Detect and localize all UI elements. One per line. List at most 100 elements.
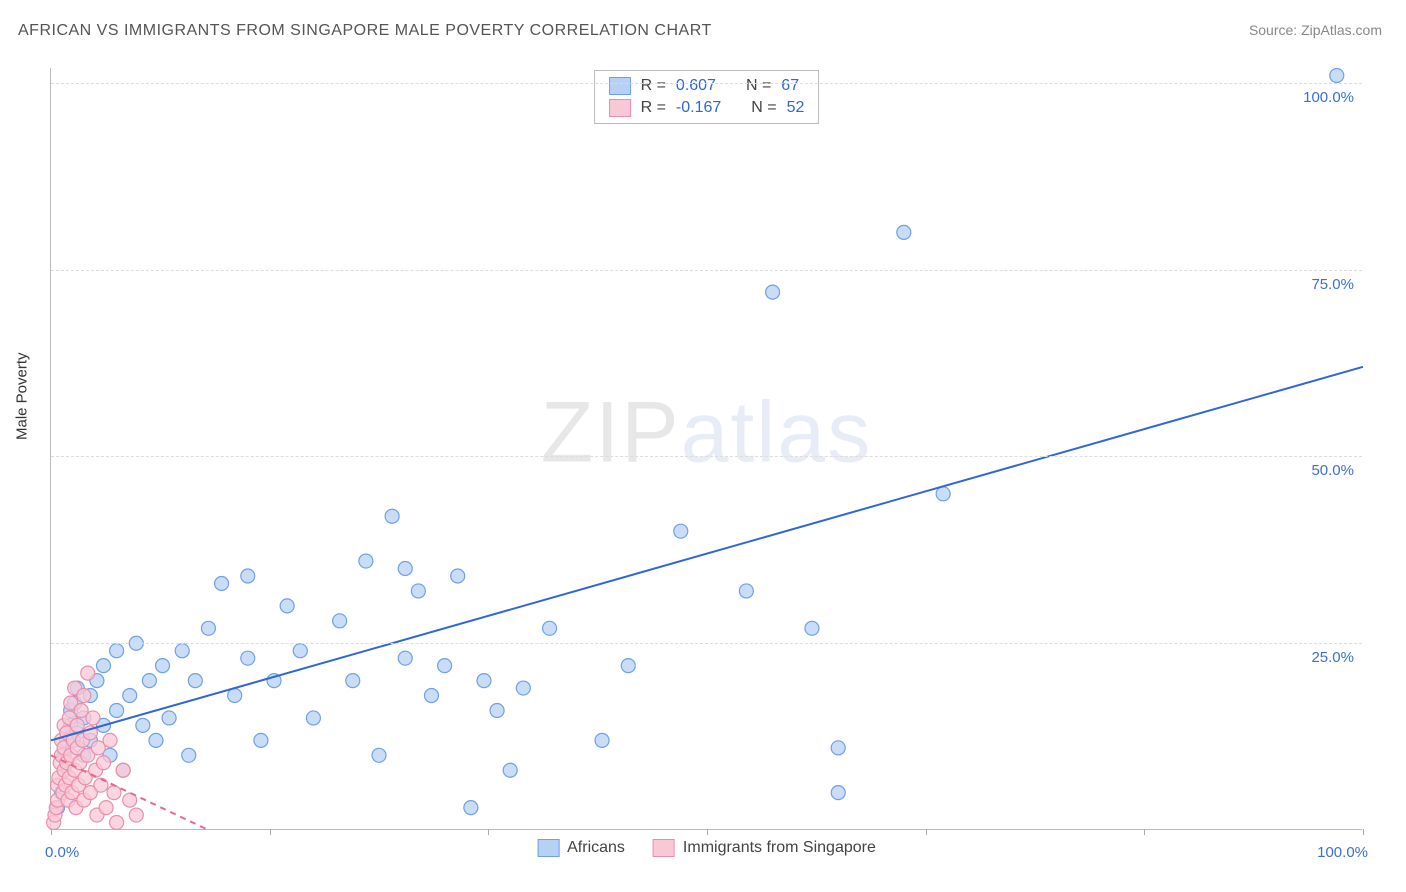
series-swatch-1: [653, 839, 675, 857]
scatter-point: [99, 801, 113, 815]
scatter-point: [739, 584, 753, 598]
chart-title: AFRICAN VS IMMIGRANTS FROM SINGAPORE MAL…: [18, 22, 712, 40]
scatter-point: [464, 801, 478, 815]
scatter-point: [228, 689, 242, 703]
scatter-point: [70, 718, 84, 732]
legend-r-val-1: -0.167: [676, 99, 721, 117]
scatter-point: [411, 584, 425, 598]
x-axis-max-label: 100.0%: [1317, 844, 1368, 861]
scatter-point: [81, 666, 95, 680]
scatter-point: [516, 681, 530, 695]
scatter-point: [621, 659, 635, 673]
scatter-point: [123, 689, 137, 703]
legend-r-val-0: 0.607: [676, 77, 716, 95]
x-tick: [926, 829, 927, 835]
y-tick-label: 100.0%: [1303, 89, 1354, 106]
legend-n-label-0: N =: [746, 77, 771, 95]
scatter-point: [116, 763, 130, 777]
legend-n-label-1: N =: [751, 99, 776, 117]
chart-container: AFRICAN VS IMMIGRANTS FROM SINGAPORE MAL…: [0, 0, 1406, 892]
scatter-point: [306, 711, 320, 725]
scatter-point: [424, 689, 438, 703]
scatter-point: [398, 562, 412, 576]
series-swatch-0: [537, 839, 559, 857]
gridline-y: [51, 456, 1362, 457]
scatter-point: [359, 554, 373, 568]
source-label: Source:: [1249, 22, 1297, 38]
scatter-point: [1330, 68, 1344, 82]
scatter-point: [372, 748, 386, 762]
gridline-y: [51, 83, 1362, 84]
scatter-point: [346, 674, 360, 688]
scatter-point: [103, 733, 117, 747]
correlation-legend: R = 0.607 N = 67 R = -0.167 N = 52: [594, 70, 820, 124]
legend-row-1: R = -0.167 N = 52: [595, 97, 819, 119]
scatter-point: [543, 621, 557, 635]
scatter-point: [162, 711, 176, 725]
chart-svg: [51, 68, 1362, 829]
gridline-y: [51, 643, 1362, 644]
scatter-point: [280, 599, 294, 613]
x-tick: [51, 829, 52, 835]
scatter-point: [595, 733, 609, 747]
scatter-point: [96, 756, 110, 770]
scatter-point: [142, 674, 156, 688]
legend-r-label-1: R =: [641, 99, 666, 117]
x-tick: [1363, 829, 1364, 835]
series-legend: Africans Immigrants from Singapore: [537, 839, 876, 857]
series-label-1: Immigrants from Singapore: [683, 839, 876, 857]
scatter-point: [241, 651, 255, 665]
source-attribution: Source: ZipAtlas.com: [1249, 22, 1382, 38]
scatter-point: [451, 569, 465, 583]
series-label-0: Africans: [567, 839, 625, 857]
gridline-y: [51, 270, 1362, 271]
y-tick-label: 50.0%: [1311, 462, 1354, 479]
scatter-point: [333, 614, 347, 628]
scatter-point: [490, 703, 504, 717]
y-tick-label: 75.0%: [1311, 276, 1354, 293]
series-legend-item-0: Africans: [537, 839, 625, 857]
scatter-point: [182, 748, 196, 762]
scatter-point: [110, 644, 124, 658]
scatter-point: [110, 816, 124, 830]
legend-r-label-0: R =: [641, 77, 666, 95]
y-axis-label: Male Poverty: [14, 352, 31, 440]
plot-area: ZIPatlas R = 0.607 N = 67 R = -0.167 N =…: [50, 68, 1362, 830]
scatter-point: [398, 651, 412, 665]
y-tick-label: 25.0%: [1311, 649, 1354, 666]
x-axis-min-label: 0.0%: [45, 844, 79, 861]
x-tick: [707, 829, 708, 835]
legend-row-0: R = 0.607 N = 67: [595, 75, 819, 97]
scatter-point: [156, 659, 170, 673]
scatter-point: [96, 659, 110, 673]
scatter-point: [674, 524, 688, 538]
scatter-point: [766, 285, 780, 299]
scatter-point: [110, 703, 124, 717]
trend-line: [51, 367, 1363, 741]
scatter-point: [241, 569, 255, 583]
scatter-point: [477, 674, 491, 688]
legend-swatch-0: [609, 77, 631, 95]
scatter-point: [77, 689, 91, 703]
scatter-point: [136, 718, 150, 732]
scatter-point: [805, 621, 819, 635]
x-tick: [1144, 829, 1145, 835]
scatter-point: [897, 225, 911, 239]
series-legend-item-1: Immigrants from Singapore: [653, 839, 876, 857]
scatter-point: [188, 674, 202, 688]
scatter-point: [107, 786, 121, 800]
source-name: ZipAtlas.com: [1301, 22, 1382, 38]
scatter-point: [936, 487, 950, 501]
scatter-point: [149, 733, 163, 747]
scatter-point: [215, 576, 229, 590]
scatter-point: [175, 644, 189, 658]
scatter-point: [831, 741, 845, 755]
scatter-point: [254, 733, 268, 747]
x-tick: [488, 829, 489, 835]
legend-n-val-1: 52: [787, 99, 805, 117]
legend-n-val-0: 67: [781, 77, 799, 95]
x-tick: [270, 829, 271, 835]
scatter-point: [201, 621, 215, 635]
scatter-point: [385, 509, 399, 523]
scatter-point: [438, 659, 452, 673]
